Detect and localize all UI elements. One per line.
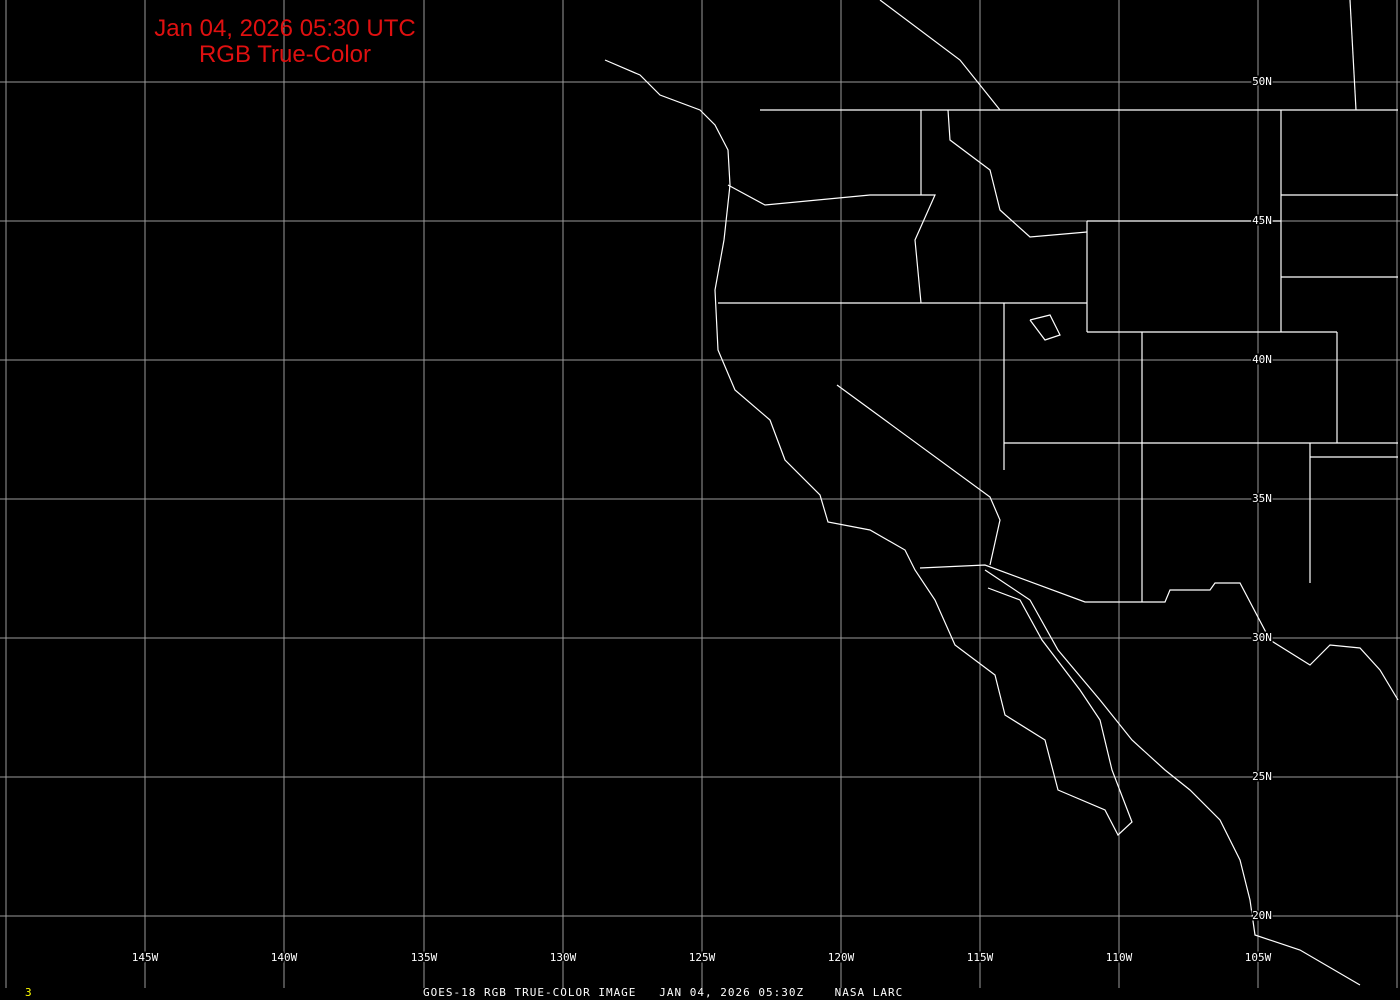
latitude-label: 35N (1252, 492, 1272, 505)
map-title-datetime: Jan 04, 2026 05:30 UTC (154, 15, 416, 42)
longitude-label: 105W (1245, 951, 1272, 964)
map-title-product: RGB True-Color (198, 41, 372, 68)
longitude-label: 145W (132, 951, 159, 964)
latitude-label: 30N (1252, 631, 1272, 644)
pacific-coastline (604, 59, 1133, 836)
longitude-label: 125W (689, 951, 716, 964)
latitude-label: 25N (1252, 770, 1272, 783)
mexico-border (919, 564, 1399, 701)
latitude-label: 45N (1252, 214, 1272, 227)
longitude-label: 115W (967, 951, 994, 964)
longitude-label: 130W (550, 951, 577, 964)
frame-number: 3 (25, 986, 32, 999)
latitude-label: 50N (1252, 75, 1272, 88)
latitude-label: 40N (1252, 353, 1272, 366)
latitude-label: 20N (1252, 909, 1272, 922)
gulf-coastline (984, 569, 1361, 986)
longitude-label: 135W (411, 951, 438, 964)
latitude-labels: 50N 45N 40N 35N 30N 25N 20N (1251, 74, 1274, 924)
footer-caption: GOES-18 RGB TRUE-COLOR IMAGE JAN 04, 202… (423, 986, 904, 999)
political-boundaries (604, 0, 1399, 986)
longitude-labels: 145W 140W 135W 130W 125W 120W 115W 110W 105W (130, 950, 1273, 966)
longitude-label: 120W (828, 951, 855, 964)
longitude-label: 110W (1106, 951, 1133, 964)
state-lines (727, 184, 936, 304)
longitude-label: 140W (271, 951, 298, 964)
